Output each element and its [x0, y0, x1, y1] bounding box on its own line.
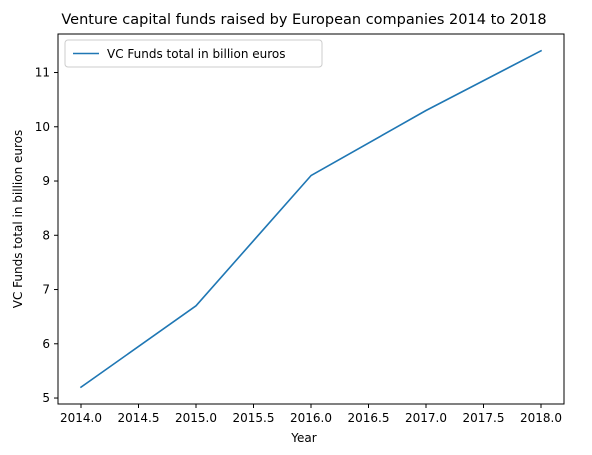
x-tick-label: 2017.5: [463, 411, 505, 425]
legend: VC Funds total in billion euros: [64, 39, 323, 68]
x-tick-label: 2018.0: [520, 411, 562, 425]
x-axis: 2014.0 2014.5 2015.0 2015.5 2016.0 2016.5 2017…: [60, 404, 562, 425]
y-tick-label: 9: [42, 174, 50, 188]
series-line: [79, 49, 543, 389]
x-tick-label: 2014.5: [118, 411, 160, 425]
x-axis-label: Year: [290, 431, 316, 445]
x-tick-label: 2015.5: [233, 411, 275, 425]
y-tick-label: 11: [35, 66, 50, 80]
y-tick-label: 7: [42, 283, 50, 297]
plot-frame: [57, 33, 565, 405]
legend-box: [64, 39, 323, 68]
x-tick-label: 2017.0: [405, 411, 447, 425]
legend-label: VC Funds total in billion euros: [107, 47, 286, 61]
y-tick-label: 8: [42, 228, 50, 242]
y-axis-label: VC Funds total in billion euros: [11, 130, 25, 309]
x-tick-label: 2014.0: [60, 411, 102, 425]
y-tick-label: 10: [35, 120, 50, 134]
y-axis: 5 6 7 8 9 10 11: [35, 66, 58, 405]
chart-title: Venture capital funds raised by European…: [61, 12, 546, 28]
x-tick-label: 2015.0: [175, 411, 217, 425]
series-layer: [79, 49, 543, 389]
y-tick-label: 5: [42, 391, 50, 405]
x-tick-label: 2016.0: [290, 411, 332, 425]
x-tick-label: 2016.5: [348, 411, 390, 425]
y-tick-label: 6: [42, 337, 50, 351]
